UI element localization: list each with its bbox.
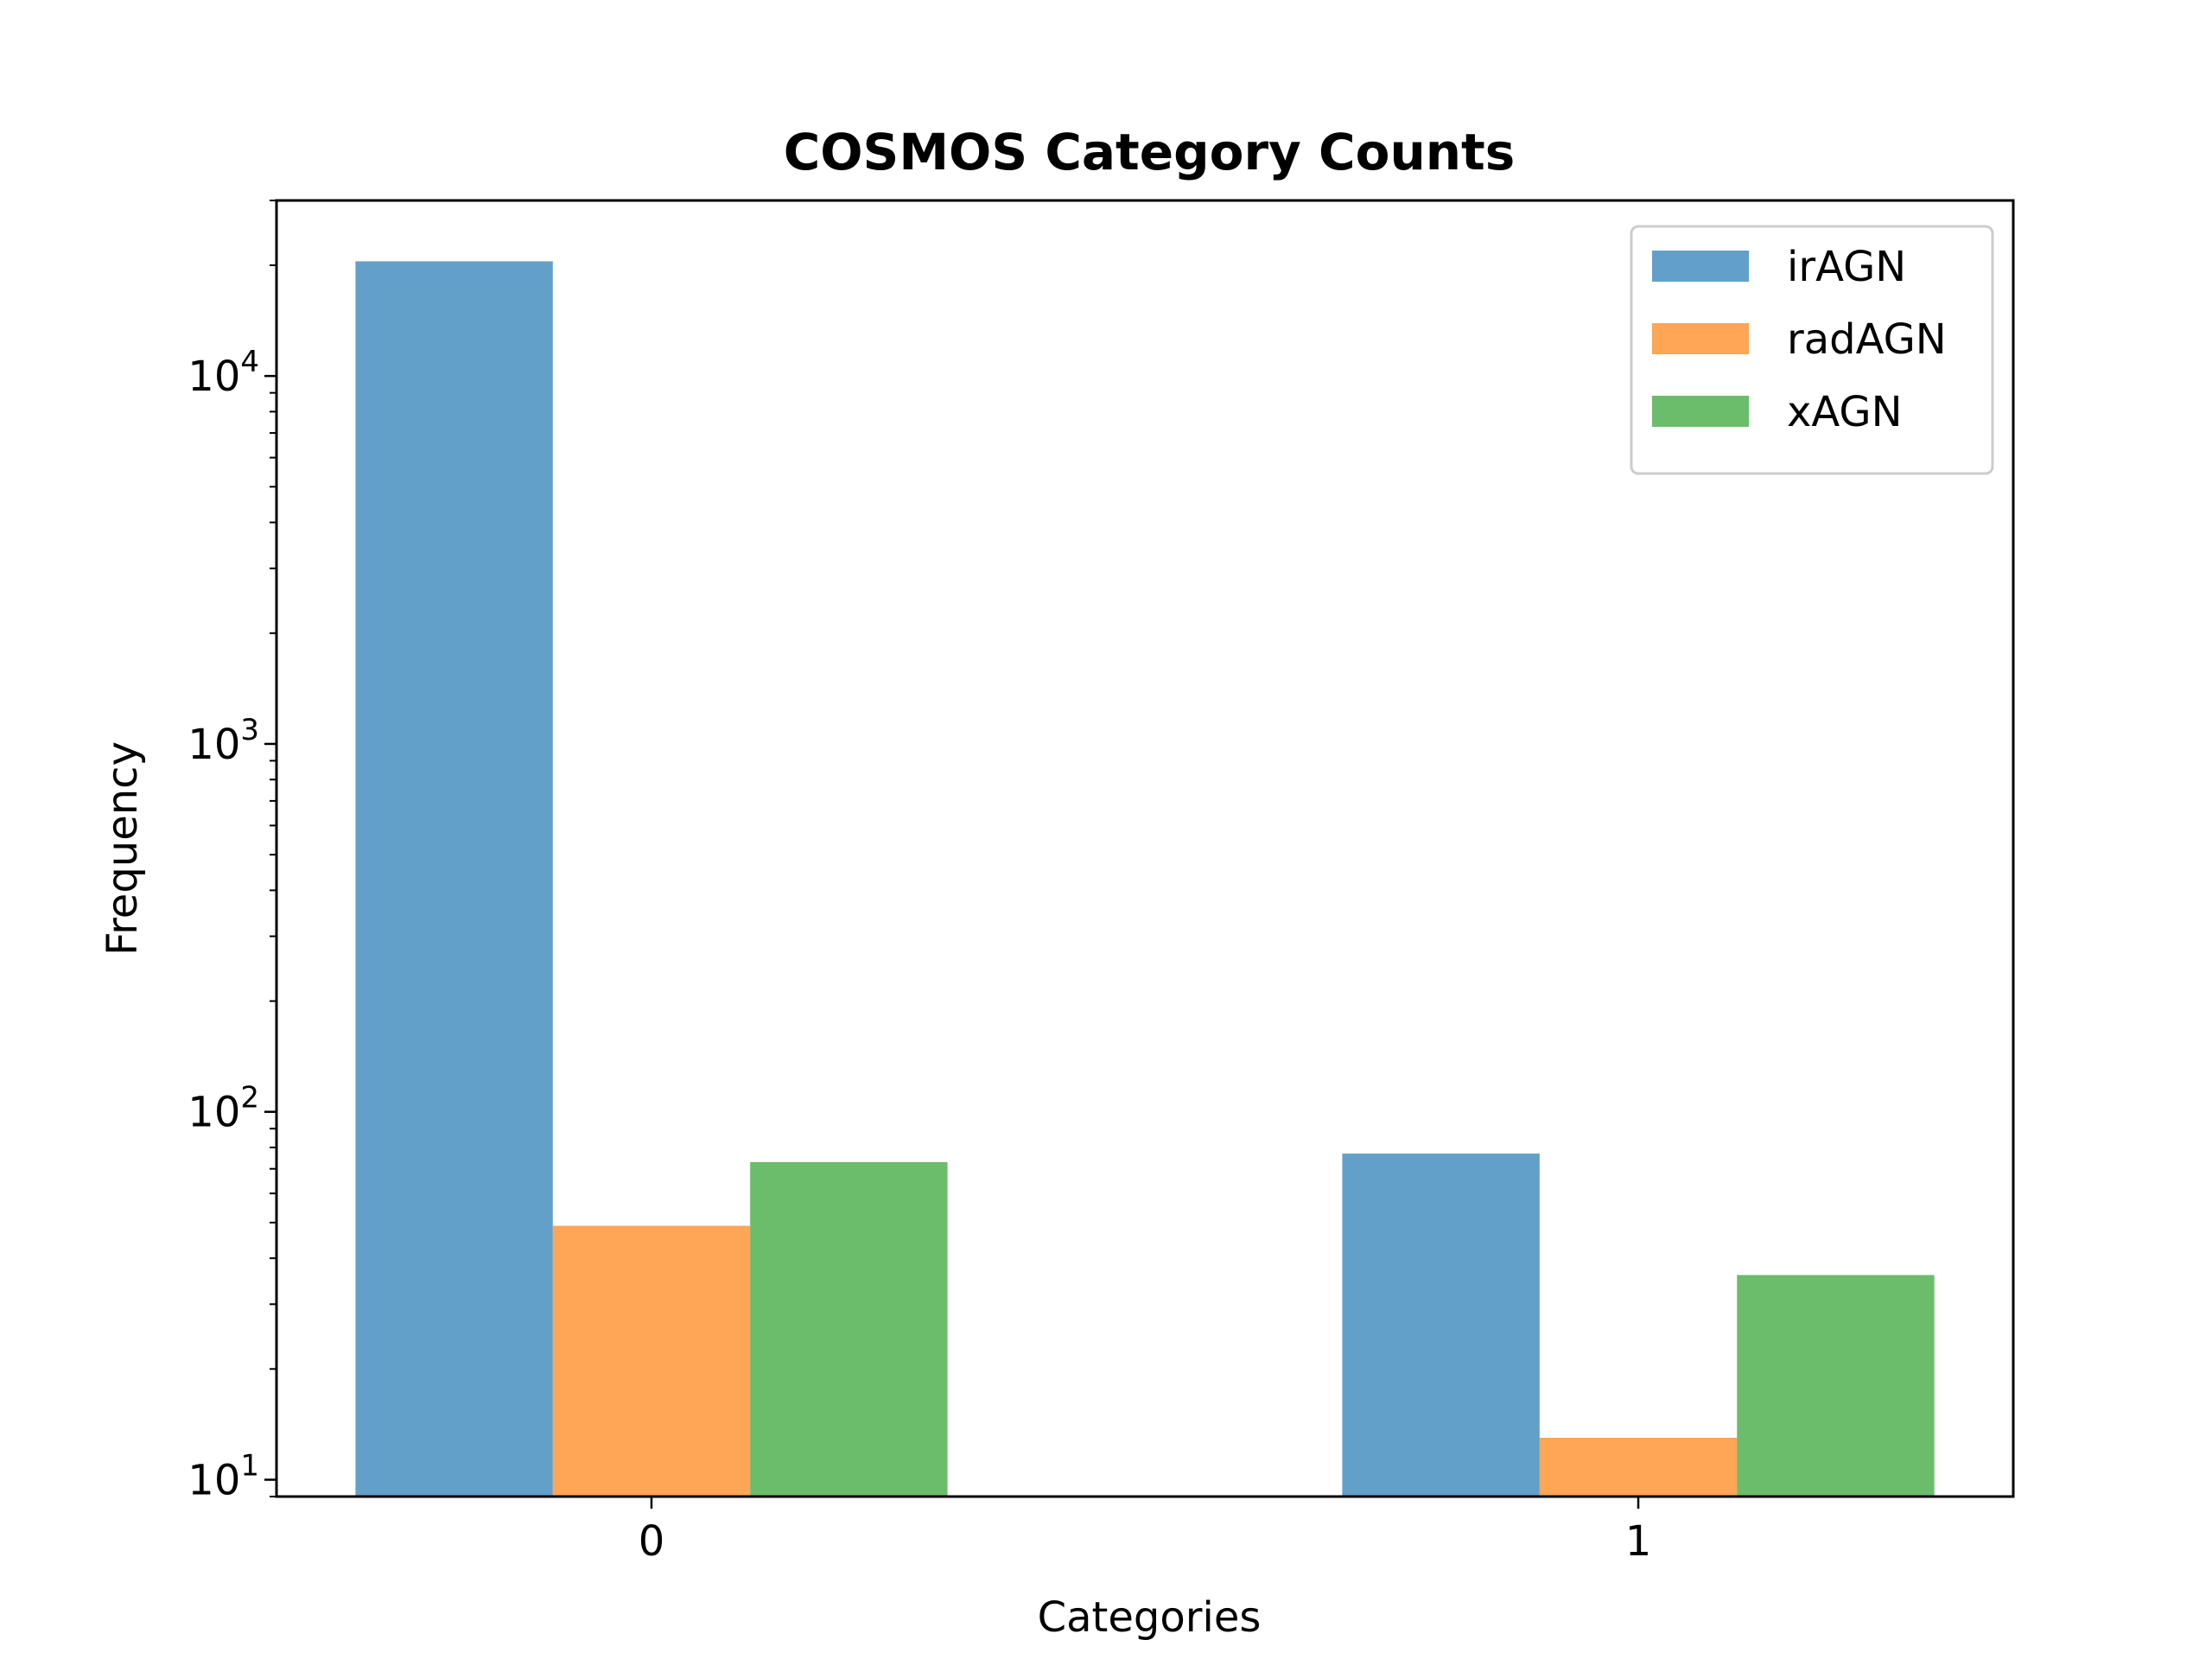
legend-swatch-xAGN (1652, 396, 1749, 427)
legend-label-irAGN: irAGN (1787, 243, 1906, 291)
chart-title: COSMOS Category Counts (784, 123, 1516, 181)
bar-radAGN-1 (1539, 1438, 1738, 1497)
x-axis-label: Categories (1038, 1593, 1262, 1642)
bar-irAGN-1 (1342, 1154, 1540, 1497)
y-axis-ticks: 101 102 103 104 (188, 200, 276, 1505)
bars-layer (355, 261, 1935, 1497)
y-axis-label: Frequency (99, 741, 147, 956)
y-tick-label: 101 (188, 1449, 259, 1505)
x-tick-label: 1 (1625, 1517, 1652, 1566)
bar-radAGN-0 (552, 1225, 751, 1497)
x-tick-label: 0 (639, 1517, 665, 1566)
legend-swatch-irAGN (1652, 251, 1749, 282)
legend-label-xAGN: xAGN (1787, 388, 1903, 436)
bar-irAGN-0 (355, 261, 553, 1497)
bar-xAGN-1 (1737, 1274, 1935, 1497)
bar-xAGN-0 (750, 1161, 948, 1497)
y-tick-label: 104 (188, 345, 259, 401)
plot-frame (275, 199, 2015, 1498)
legend-label-radAGN: radAGN (1787, 315, 1947, 364)
legend: irAGN radAGN xAGN (1630, 225, 1994, 475)
y-tick-label: 103 (188, 713, 259, 769)
y-tick-label: 102 (188, 1081, 259, 1137)
legend-swatch-radAGN (1652, 323, 1749, 354)
